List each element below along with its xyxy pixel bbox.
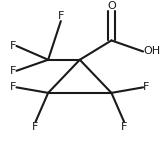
Text: O: O bbox=[107, 1, 116, 12]
Text: F: F bbox=[10, 82, 17, 92]
Text: F: F bbox=[10, 66, 17, 76]
Text: F: F bbox=[10, 41, 17, 51]
Text: OH: OH bbox=[143, 46, 160, 57]
Text: F: F bbox=[143, 82, 149, 92]
Text: F: F bbox=[32, 122, 39, 132]
Text: F: F bbox=[121, 122, 127, 132]
Text: F: F bbox=[58, 11, 64, 21]
